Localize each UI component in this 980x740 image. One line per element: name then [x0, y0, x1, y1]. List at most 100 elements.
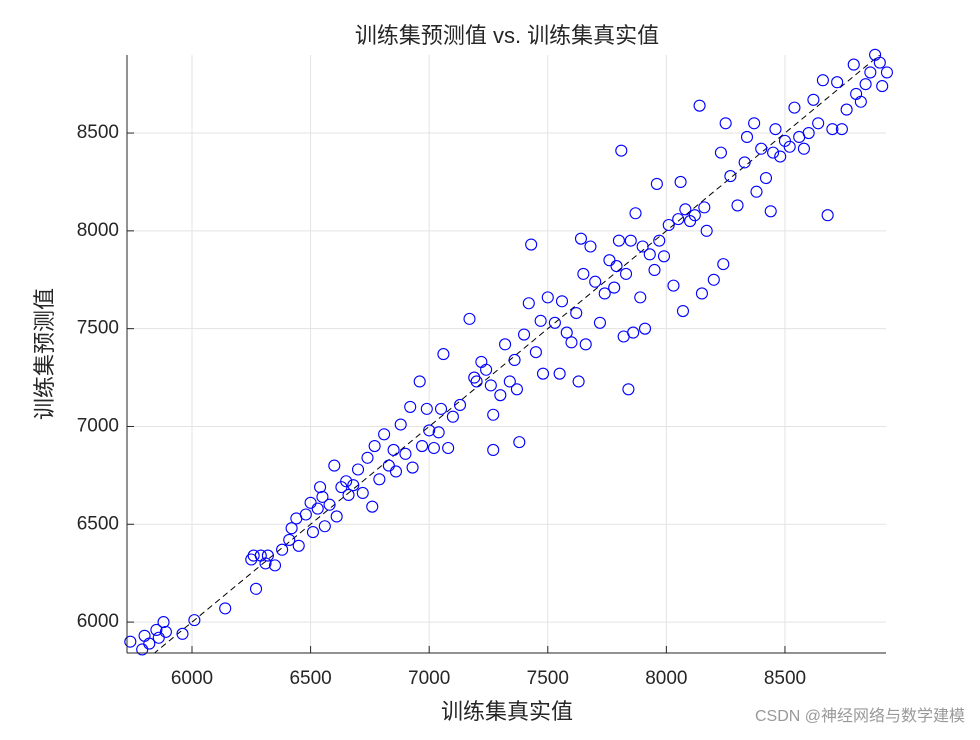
point	[261, 549, 274, 562]
point	[487, 443, 500, 456]
point	[508, 353, 521, 367]
y-tick-label: 6000	[77, 611, 119, 632]
point	[593, 316, 607, 329]
point	[767, 146, 780, 159]
point	[624, 234, 637, 247]
point	[653, 234, 666, 247]
point	[627, 326, 640, 339]
y-tick-label: 8500	[77, 122, 119, 143]
point	[494, 389, 507, 402]
point	[413, 375, 426, 388]
point	[608, 281, 621, 294]
point	[356, 486, 369, 500]
point	[534, 314, 547, 327]
point	[695, 287, 708, 300]
point	[373, 473, 386, 486]
point	[446, 410, 459, 423]
point	[610, 260, 623, 273]
point	[484, 379, 497, 392]
point	[650, 177, 663, 190]
point	[247, 549, 260, 562]
point	[176, 627, 189, 640]
point	[622, 383, 635, 396]
chart-title: 训练集预测值 vs. 训练集真实值	[355, 23, 659, 48]
point	[394, 418, 407, 431]
point	[873, 56, 886, 69]
point	[572, 375, 585, 388]
point	[368, 439, 381, 453]
point	[529, 346, 542, 359]
point	[136, 643, 149, 656]
x-tick-label: 6000	[171, 668, 213, 689]
point	[513, 436, 526, 449]
x-tick-label: 7000	[408, 668, 450, 689]
point	[831, 76, 844, 89]
point	[304, 496, 317, 509]
point	[816, 74, 829, 87]
point	[719, 117, 732, 130]
point	[188, 614, 201, 627]
point	[612, 234, 625, 247]
point	[807, 93, 820, 106]
point	[636, 240, 649, 253]
point	[707, 273, 720, 286]
point	[615, 144, 628, 157]
point	[688, 209, 701, 222]
point	[276, 543, 289, 556]
point	[351, 463, 365, 476]
point	[442, 441, 455, 455]
point	[783, 140, 796, 153]
point	[797, 142, 810, 155]
point	[667, 279, 680, 292]
point	[499, 338, 512, 351]
watermark: CSDN @神经网络与数学建模	[755, 706, 965, 725]
point	[880, 66, 893, 79]
point	[755, 142, 768, 155]
point	[314, 481, 327, 494]
point	[854, 95, 867, 108]
point	[518, 328, 531, 341]
point	[406, 461, 419, 474]
point	[698, 201, 711, 214]
point	[522, 297, 535, 310]
point	[693, 99, 706, 112]
point	[285, 522, 298, 535]
point	[840, 103, 853, 116]
point	[764, 205, 777, 218]
point	[292, 539, 305, 552]
point	[672, 213, 685, 226]
point	[676, 305, 690, 318]
point	[750, 185, 763, 198]
point	[835, 123, 848, 136]
y-tick-label: 7500	[77, 318, 119, 339]
point	[259, 557, 272, 570]
point	[536, 367, 550, 380]
point	[802, 127, 815, 140]
point	[570, 306, 583, 320]
point	[378, 428, 391, 441]
point	[318, 520, 331, 533]
point	[638, 322, 652, 335]
point	[361, 451, 374, 464]
y-tick-label: 6500	[77, 513, 119, 534]
point	[876, 80, 889, 93]
point	[420, 402, 433, 415]
point	[700, 224, 713, 237]
point	[541, 291, 554, 304]
point	[847, 58, 860, 71]
point	[342, 488, 355, 501]
point	[859, 78, 872, 91]
x-tick-label: 6500	[289, 668, 331, 689]
point	[579, 338, 592, 351]
point	[565, 336, 578, 349]
point	[657, 250, 671, 263]
point	[249, 582, 263, 595]
point	[434, 402, 448, 415]
point	[629, 207, 642, 220]
point	[724, 170, 737, 183]
point	[152, 631, 165, 644]
y-tick-label: 8000	[77, 220, 119, 241]
point	[432, 426, 445, 439]
point	[427, 441, 440, 455]
point	[311, 502, 324, 515]
